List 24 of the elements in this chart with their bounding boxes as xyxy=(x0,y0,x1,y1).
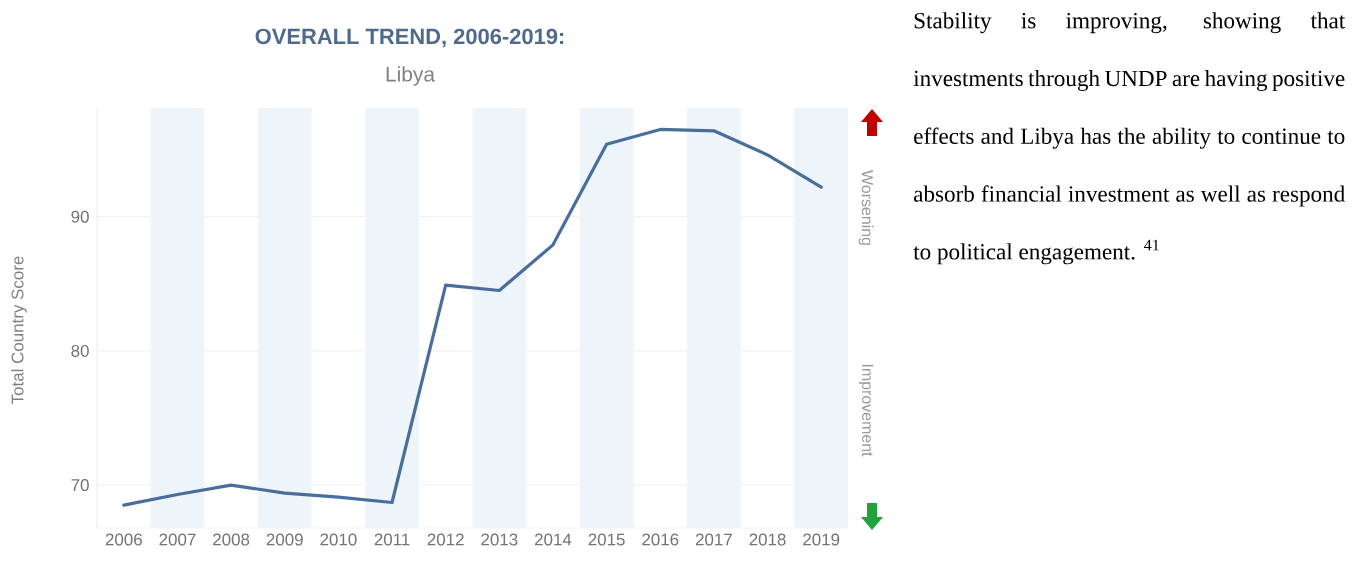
y-tick-label: 80 xyxy=(71,344,89,357)
text: Worsening xyxy=(858,170,874,245)
y-axis-title: Total Country Score xyxy=(11,256,27,404)
x-tick-label: 2012 xyxy=(427,533,464,546)
line-series xyxy=(122,127,823,507)
x-tick-label: 2006 xyxy=(105,533,142,546)
x-tick-label: 2009 xyxy=(266,533,303,546)
x-tick-label: 2011 xyxy=(374,533,410,546)
y-tick-label: 70 xyxy=(71,479,89,492)
x-tick-label: 2019 xyxy=(803,533,840,546)
chart-subtitle: Libya xyxy=(386,66,436,86)
y-tick-label: 90 xyxy=(71,210,89,223)
x-tick-label: 2017 xyxy=(695,533,732,546)
x-tick-label: 2007 xyxy=(159,533,196,546)
x-tick-label: 2008 xyxy=(213,533,250,546)
chart-title: OVERALL TREND, 2006-2019: xyxy=(255,28,564,48)
x-tick-label: 2014 xyxy=(534,533,572,546)
x-tick-label: 2018 xyxy=(749,533,786,546)
x-tick-label: 2010 xyxy=(320,533,357,546)
text: Stability is improving, showing that investments through UNDP are having positive effects and Libya has the ability to continue to absorb financial investment as well as respond to political engagement. $^{41}$ xyxy=(913,12,1346,265)
x-tick-label: 2016 xyxy=(642,533,679,546)
x-tick-label: 2013 xyxy=(481,533,518,546)
text: Improvement xyxy=(858,364,874,457)
x-tick-label: 2015 xyxy=(588,533,625,546)
